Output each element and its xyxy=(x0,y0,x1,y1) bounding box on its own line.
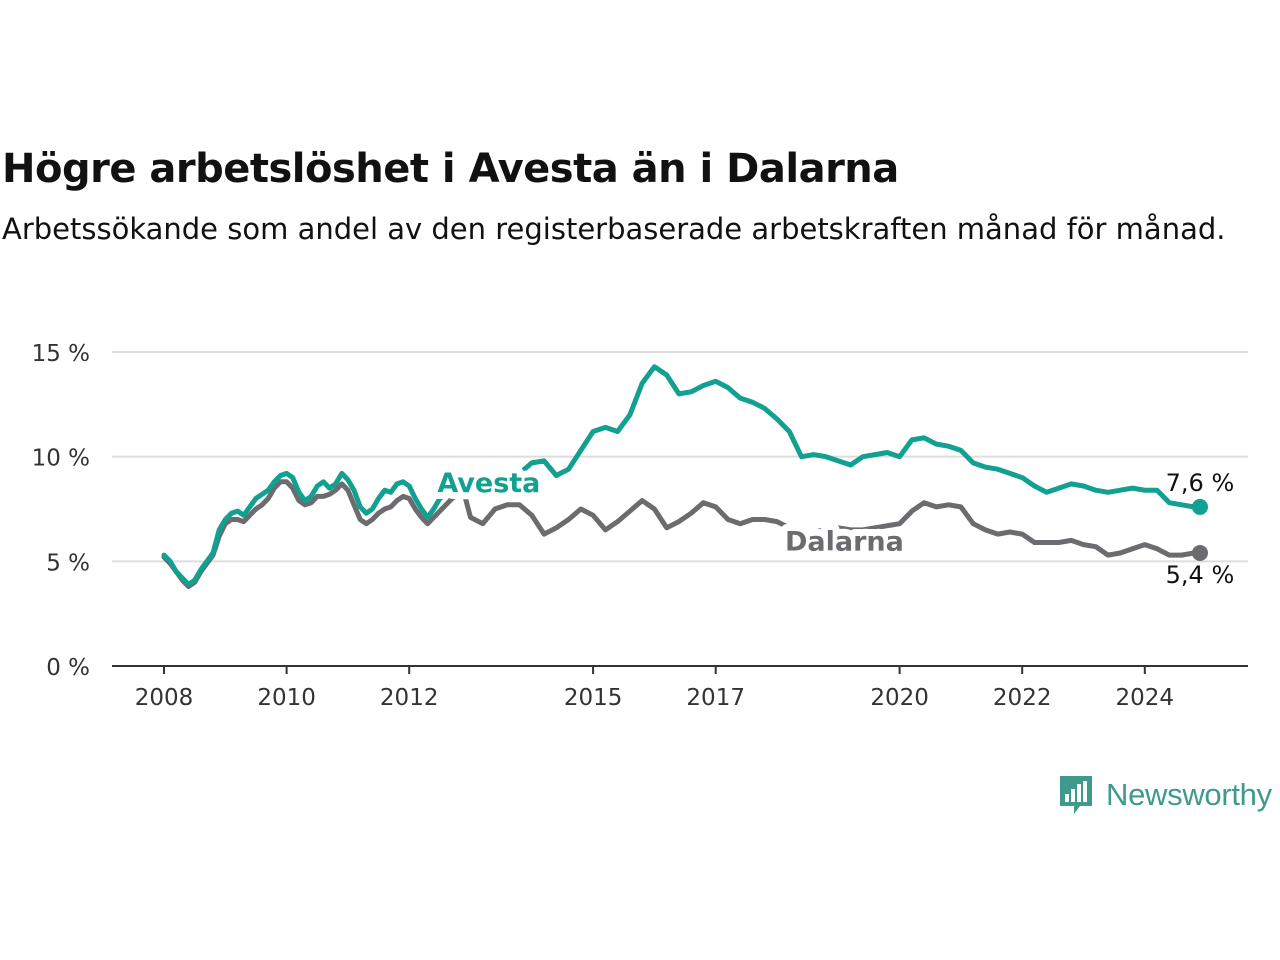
x-axis-ticks: 2008 2010 2012 2015 2017 2020 2022 2024 xyxy=(135,666,1174,711)
end-value-label-dalarna: 5,4 % xyxy=(1166,561,1235,589)
x-tick-label: 2020 xyxy=(870,685,929,711)
series-line-avesta xyxy=(164,367,1200,585)
gridlines xyxy=(112,352,1248,666)
y-tick-label: 10 % xyxy=(32,446,90,472)
end-value-label-avesta: 7,6 % xyxy=(1166,469,1235,497)
series-label-avesta: Avesta xyxy=(437,468,540,499)
end-point-avesta xyxy=(1192,499,1208,515)
x-tick-label: 2010 xyxy=(257,685,316,711)
x-tick-label: 2022 xyxy=(993,685,1052,711)
series-line-dalarna xyxy=(164,482,1200,587)
x-tick-label: 2008 xyxy=(135,685,194,711)
brand-name: Newsworthy xyxy=(1106,777,1272,813)
y-tick-label: 0 % xyxy=(46,655,90,681)
newsworthy-logo-icon xyxy=(1058,772,1094,818)
x-tick-label: 2017 xyxy=(686,685,745,711)
newsworthy-logo[interactable]: Newsworthy xyxy=(1058,772,1272,818)
x-tick-label: 2012 xyxy=(380,685,439,711)
end-point-dalarna xyxy=(1192,545,1208,561)
x-tick-label: 2024 xyxy=(1116,685,1175,711)
x-tick-label: 2015 xyxy=(564,685,623,711)
y-tick-label: 15 % xyxy=(32,341,90,367)
y-tick-label: 5 % xyxy=(46,550,90,576)
series-label-dalarna: Dalarna xyxy=(785,526,904,557)
y-axis-ticks: 0 % 5 % 10 % 15 % xyxy=(32,341,90,681)
series-lines xyxy=(164,367,1208,587)
